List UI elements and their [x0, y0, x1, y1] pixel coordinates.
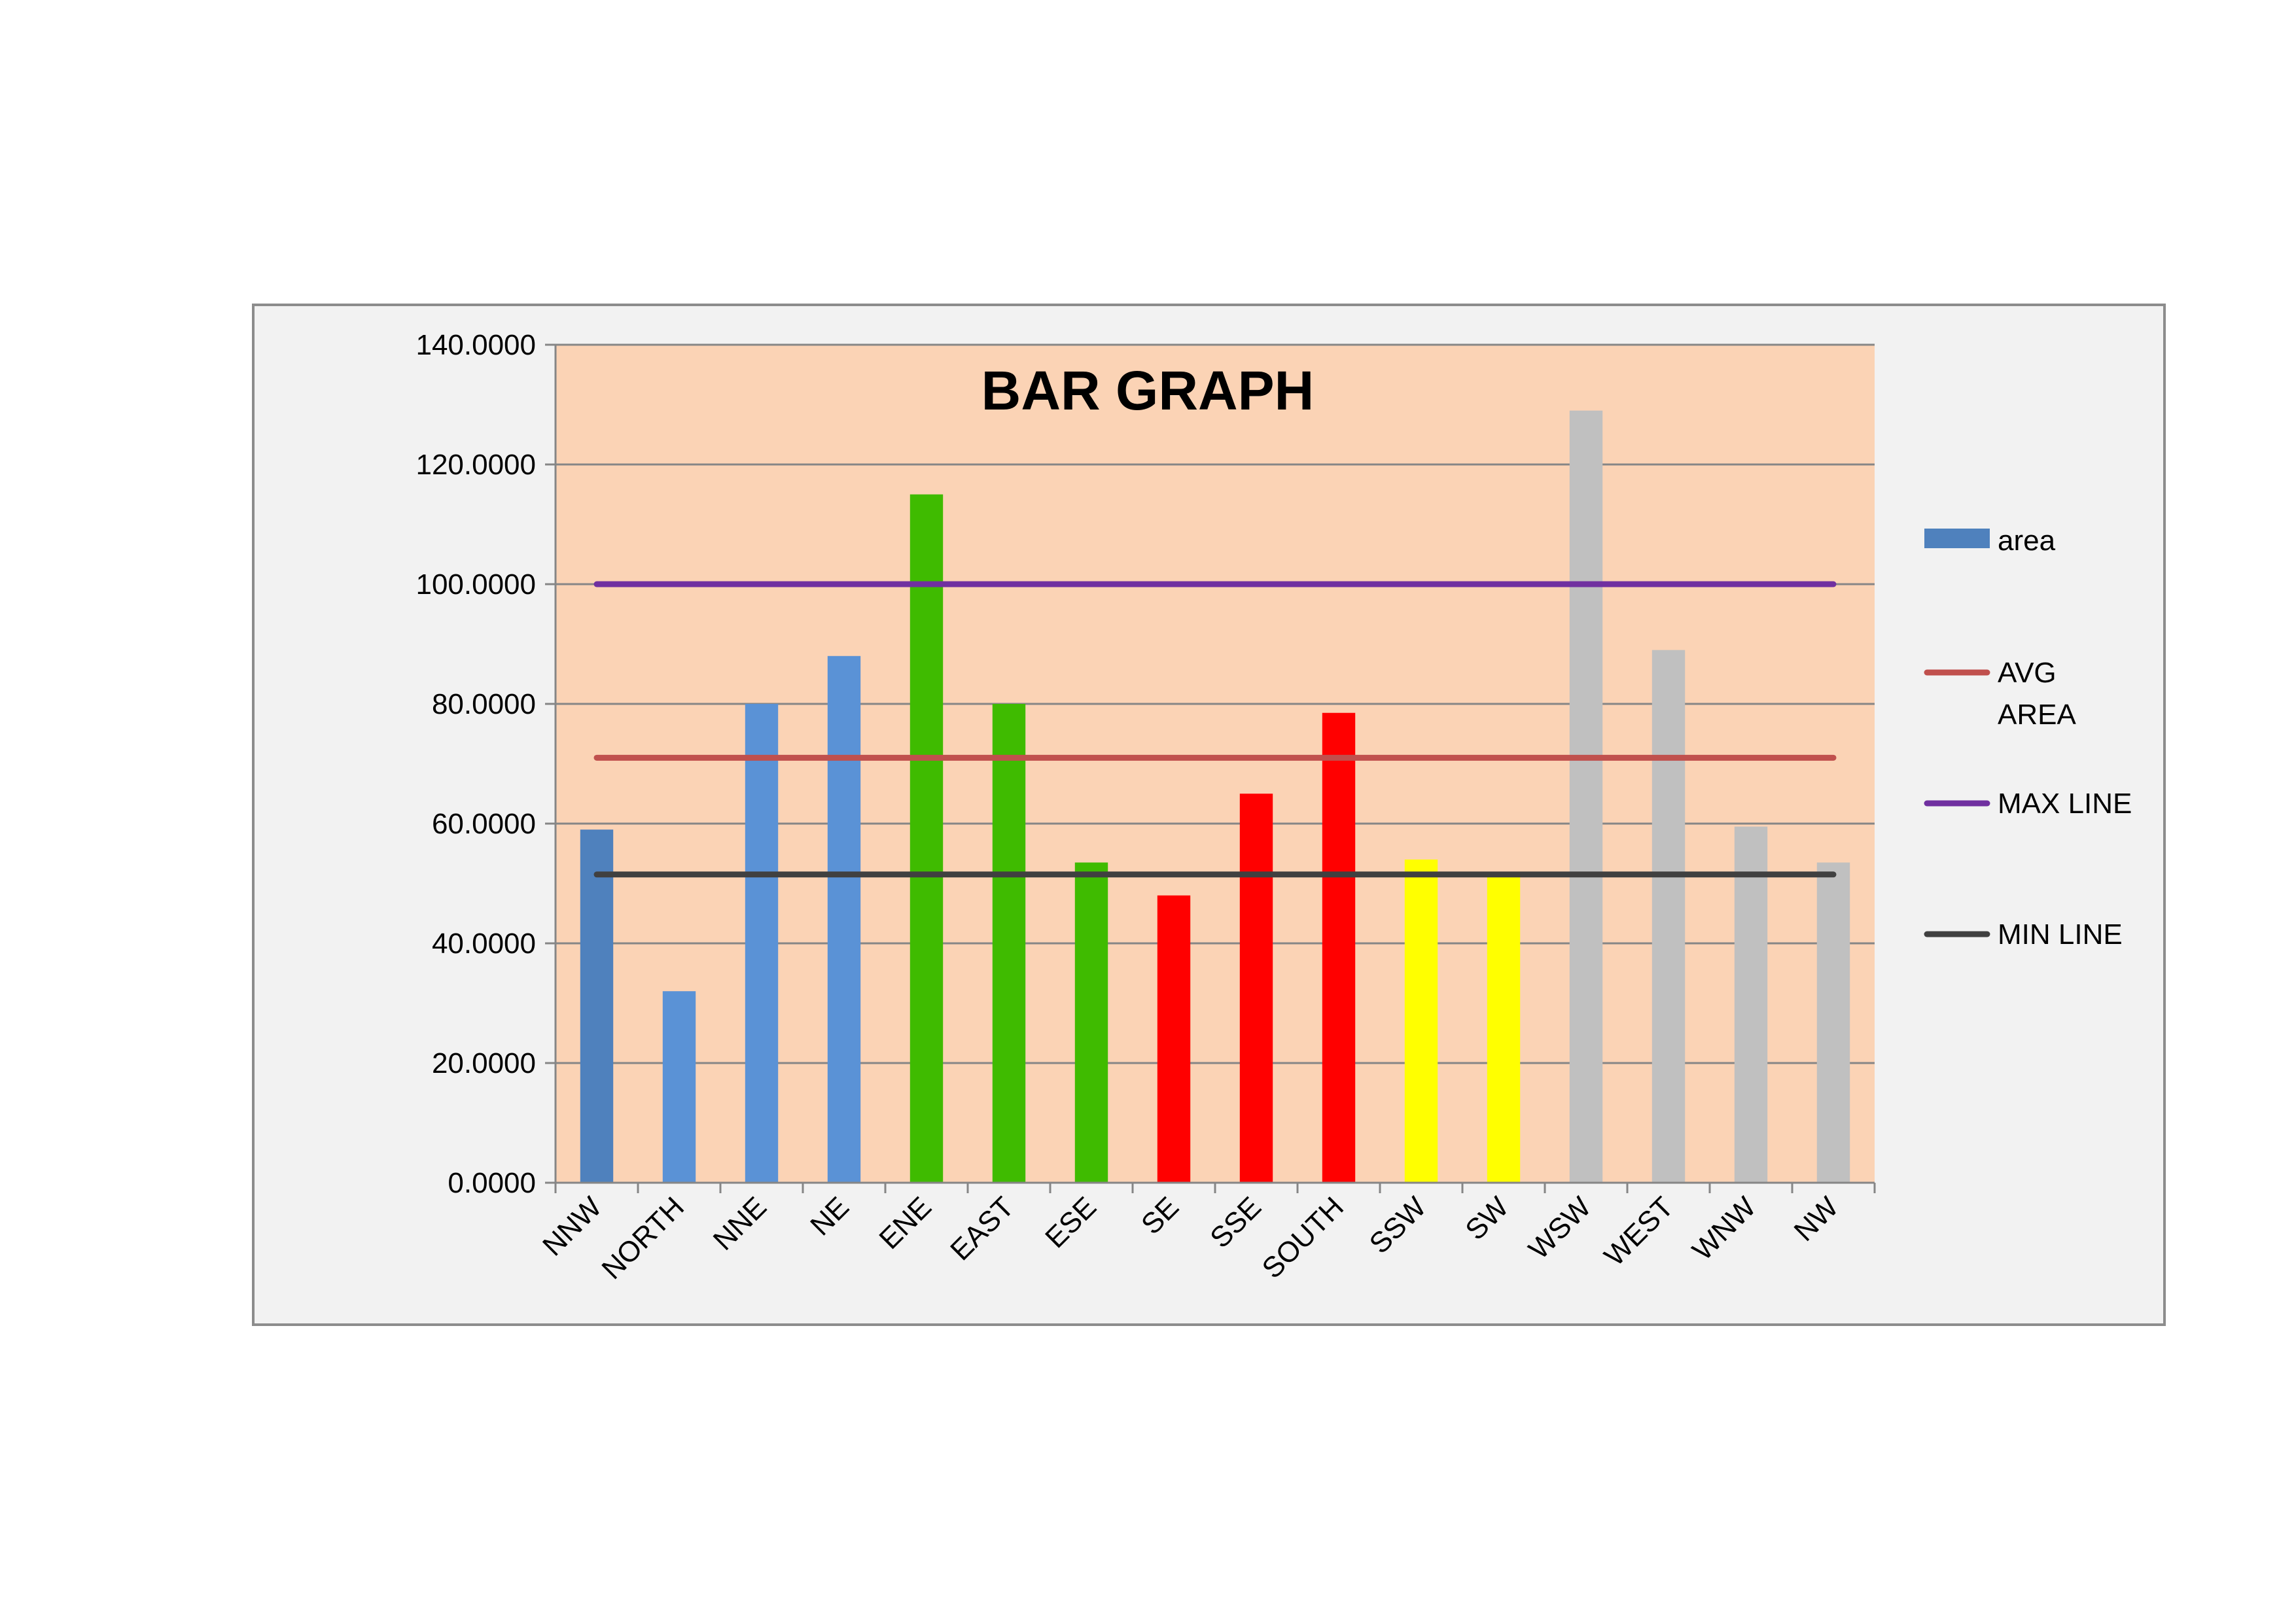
bar-ne	[827, 655, 861, 1183]
x-category-label: NW	[1788, 1191, 1845, 1248]
y-tick-label: 100.0000	[415, 568, 536, 601]
legend-label: area	[1998, 525, 2056, 557]
x-category-label: SSE	[1204, 1191, 1267, 1254]
bar-west	[1651, 650, 1686, 1183]
y-tick-label: 0.0000	[448, 1167, 536, 1199]
bar-nne	[745, 704, 779, 1183]
bar-wnw	[1734, 826, 1768, 1183]
legend-swatch	[1924, 529, 1990, 548]
x-category-label: ENE	[873, 1191, 938, 1255]
bar-ene	[910, 494, 944, 1183]
bar-nnw	[580, 829, 614, 1183]
y-axis-ticks: 0.0000 20.0000 40.0000 60.0000 80.0000 100.00…	[415, 329, 556, 1199]
chart-area: 0.0000 20.0000 40.0000 60.0000 80.0000 100.00…	[252, 304, 2166, 1326]
bar-sse	[1239, 794, 1273, 1183]
x-category-label: NE	[804, 1191, 855, 1242]
bar-ese	[1074, 862, 1108, 1183]
x-category-label: SSW	[1364, 1191, 1433, 1260]
legend-item: MAX LINE	[1924, 788, 2132, 820]
bar-sw	[1487, 874, 1521, 1183]
x-category-label: EAST	[944, 1191, 1020, 1266]
bar-chart: 0.0000 20.0000 40.0000 60.0000 80.0000 100.00…	[415, 329, 2132, 1285]
bar-se	[1157, 895, 1191, 1183]
bar-north	[662, 991, 696, 1183]
bar-ssw	[1404, 859, 1438, 1183]
x-category-label: SW	[1459, 1191, 1515, 1246]
x-category-label: NORTH	[595, 1191, 690, 1285]
legend-item: area	[1924, 525, 2056, 557]
legend-label: AVG	[1998, 657, 2057, 689]
bars	[580, 410, 1850, 1183]
bar-nw	[1816, 862, 1850, 1183]
chart-title: BAR GRAPH	[981, 360, 1315, 421]
x-category-label: NNE	[707, 1191, 773, 1256]
x-category-label: WSW	[1523, 1191, 1597, 1265]
y-tick-label: 80.0000	[432, 688, 536, 720]
x-category-label: WEST	[1598, 1191, 1680, 1272]
bar-south	[1322, 712, 1356, 1183]
y-tick-label: 140.0000	[415, 329, 536, 361]
x-category-label: ESE	[1039, 1191, 1103, 1254]
x-category-label: SE	[1135, 1191, 1185, 1240]
legend-label: AREA	[1998, 699, 2076, 731]
x-category-label: NNW	[537, 1191, 608, 1262]
legend: area AVG AREA MAX LINE MIN LINE	[1924, 525, 2132, 951]
x-category-label: SOUTH	[1256, 1191, 1351, 1285]
reference-lines	[593, 581, 1837, 878]
y-tick-label: 60.0000	[432, 808, 536, 840]
legend-item: MIN LINE	[1924, 918, 2123, 951]
x-category-label: WNW	[1686, 1191, 1762, 1266]
legend-label: MIN LINE	[1998, 918, 2123, 951]
y-tick-label: 20.0000	[432, 1047, 536, 1079]
bar-wsw	[1569, 410, 1603, 1183]
bar-east	[992, 704, 1026, 1183]
legend-item: AVG AREA	[1924, 657, 2076, 731]
legend-label: MAX LINE	[1998, 788, 2132, 820]
y-tick-label: 40.0000	[432, 928, 536, 960]
y-tick-label: 120.0000	[415, 449, 536, 481]
